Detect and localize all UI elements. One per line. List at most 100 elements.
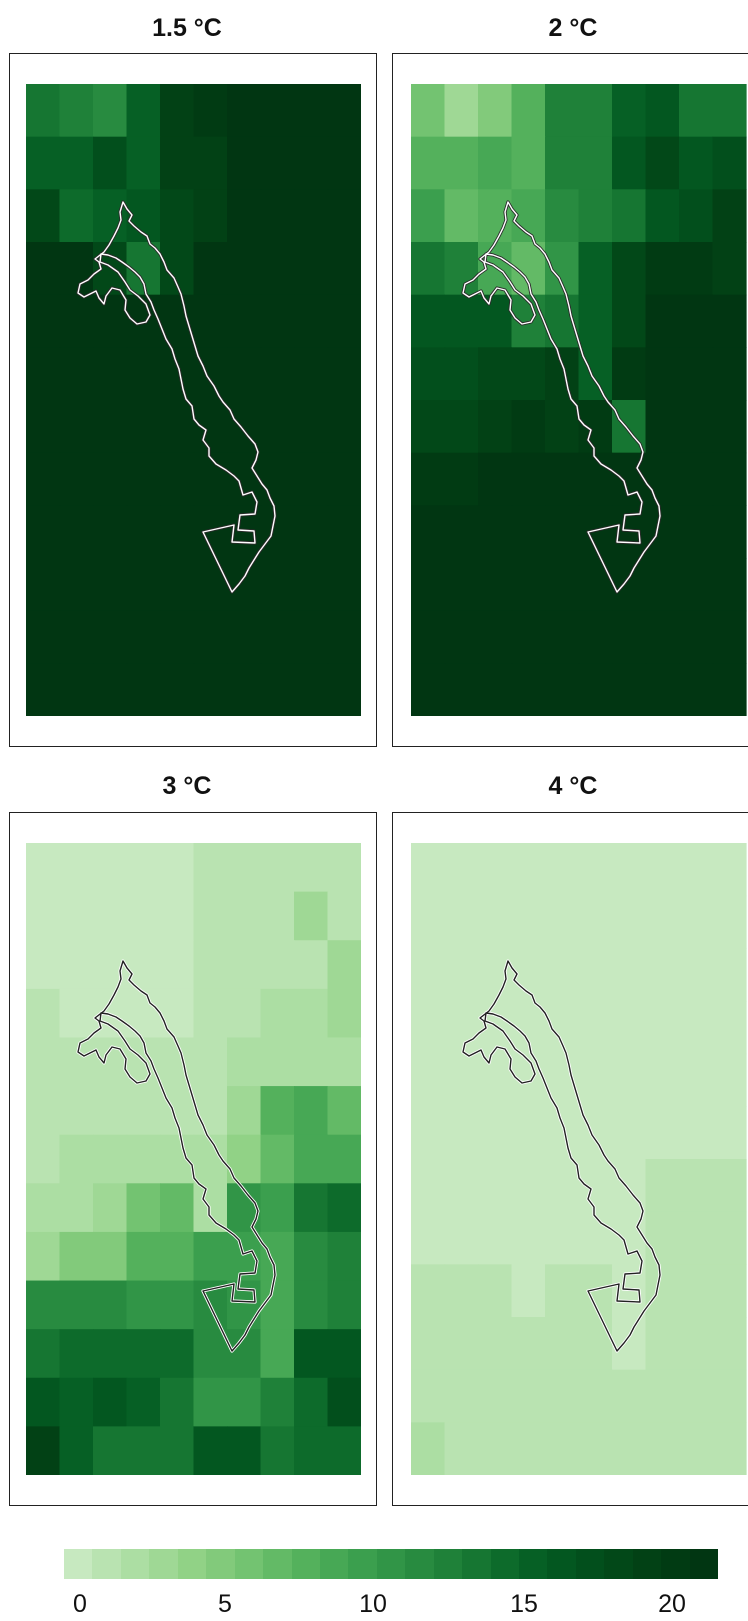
legend-swatch: [177, 1549, 207, 1579]
raster-cell: [411, 136, 446, 190]
raster-cell: [444, 347, 479, 401]
raster-cell: [126, 988, 161, 1039]
raster-cell: [578, 663, 613, 716]
raster-cell: [411, 347, 446, 401]
legend-swatch: [319, 1549, 349, 1579]
raster-cell: [478, 1369, 513, 1423]
raster-cell: [227, 940, 262, 990]
raster-cell: [294, 242, 329, 296]
raster-cell: [411, 843, 446, 897]
raster-cell: [227, 1426, 262, 1475]
raster-cell: [294, 505, 329, 559]
raster-cell: [545, 452, 580, 506]
raster-cell: [511, 1159, 546, 1213]
raster-cell: [160, 1280, 195, 1330]
raster-cell: [545, 1211, 580, 1265]
raster-cell: [545, 347, 580, 401]
raster-cell: [645, 1159, 680, 1213]
raster-cell: [93, 1134, 128, 1184]
raster-cell: [193, 610, 228, 664]
raster-cell: [327, 294, 361, 348]
raster-cell: [712, 1369, 747, 1423]
raster-cell: [327, 400, 361, 454]
raster-cell: [59, 1037, 94, 1087]
raster-cell: [59, 400, 94, 454]
raster-cell: [294, 610, 329, 664]
raster-cell: [645, 136, 680, 190]
legend-swatch: [376, 1549, 406, 1579]
raster-cell: [478, 294, 513, 348]
raster-cell: [327, 242, 361, 296]
raster-cell: [645, 1422, 680, 1475]
raster-cell: [26, 242, 61, 296]
raster-cell: [444, 452, 479, 506]
protected-area-outline: [462, 201, 661, 593]
raster-cell: [679, 84, 714, 138]
raster-cell: [26, 558, 61, 612]
raster-cell: [679, 1106, 714, 1160]
raster-cell: [478, 1317, 513, 1371]
raster-cell: [712, 558, 747, 612]
raster-cell: [511, 84, 546, 138]
raster-cell: [411, 242, 446, 296]
legend-swatch: [547, 1549, 576, 1579]
raster-cell: [93, 347, 128, 401]
raster-cell: [411, 663, 446, 716]
legend-swatch: [64, 1549, 93, 1579]
raster-cell: [26, 1134, 61, 1184]
raster-cell: [260, 242, 295, 296]
raster-cell: [645, 505, 680, 559]
raster-cell: [712, 400, 747, 454]
raster-cell: [712, 452, 747, 506]
raster-cell: [193, 136, 228, 190]
raster-cell: [411, 452, 446, 506]
raster-cell: [93, 452, 128, 506]
raster-cell: [327, 1183, 361, 1233]
raster-cell: [59, 1183, 94, 1233]
legend-swatch: [433, 1549, 463, 1579]
raster-cell: [327, 1329, 361, 1379]
legend-swatch: [604, 1549, 633, 1579]
raster-cell: [227, 988, 262, 1039]
legend-swatch: [291, 1549, 320, 1579]
raster-cell: [478, 843, 513, 897]
raster-cell: [712, 1317, 747, 1371]
raster-cell: [26, 940, 61, 990]
raster-cell: [59, 891, 94, 941]
raster-cell: [59, 189, 94, 243]
raster-cell: [126, 1280, 161, 1330]
raster-cell: [645, 1106, 680, 1160]
raster-cell: [260, 1086, 295, 1136]
raster-cell: [260, 1377, 295, 1427]
raster-cell: [126, 1426, 161, 1475]
raster-cell: [327, 891, 361, 941]
raster-cell: [126, 1329, 161, 1379]
raster-cell: [59, 663, 94, 716]
raster-cell: [193, 843, 228, 893]
raster-cell: [327, 843, 361, 893]
raster-cell: [679, 1053, 714, 1107]
raster-cell: [294, 136, 329, 190]
raster-cell: [193, 1426, 228, 1475]
raster-cell: [444, 895, 479, 949]
legend-swatch: [234, 1549, 264, 1579]
raster-cell: [26, 1426, 61, 1475]
raster-cell: [478, 242, 513, 296]
raster-cell: [59, 1426, 94, 1475]
raster-cell: [578, 843, 613, 897]
raster-cell: [294, 1183, 329, 1233]
raster-cell: [578, 1001, 613, 1055]
raster-cell: [193, 558, 228, 612]
raster-cell: [193, 891, 228, 941]
raster-cell: [126, 558, 161, 612]
raster-cell: [578, 558, 613, 612]
raster-cell: [679, 895, 714, 949]
raster-cell: [227, 663, 262, 716]
raster-cell: [193, 242, 228, 296]
raster-cell: [712, 1211, 747, 1265]
raster-cell: [59, 1086, 94, 1136]
raster-cell: [126, 1231, 161, 1282]
legend-swatch: [348, 1549, 377, 1579]
raster-cell: [679, 505, 714, 559]
raster-map-4c: [411, 843, 747, 1475]
